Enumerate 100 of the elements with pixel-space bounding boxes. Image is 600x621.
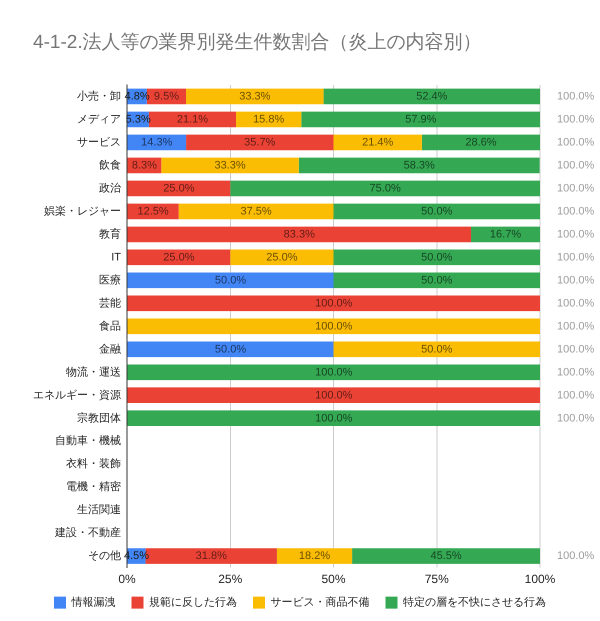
total-label: 100.0%	[557, 412, 595, 424]
bar	[230, 250, 334, 266]
chart-title: 4-1-2.法人等の業界別発生件数割合（炎上の内容別）	[33, 32, 482, 54]
bar	[128, 341, 334, 358]
data-label: 83.3%	[284, 228, 316, 240]
bar	[301, 112, 540, 128]
data-label: 37.5%	[240, 205, 272, 218]
x-tick-label: 0%	[118, 572, 136, 586]
data-label: 100.0%	[315, 320, 353, 332]
y-tick-label: 飲食	[99, 159, 121, 172]
data-label: 50.0%	[421, 251, 453, 264]
y-tick-label: 衣料・装飾	[66, 457, 121, 470]
y-tick-label: IT	[111, 251, 122, 264]
y-tick-label: エネルギー・資源	[33, 389, 121, 402]
total-label: 100.0%	[557, 182, 595, 194]
data-label: 75.0%	[370, 182, 401, 194]
data-label: 21.4%	[362, 136, 394, 148]
bar	[324, 88, 540, 104]
y-tick-label: 生活関連	[77, 503, 121, 516]
data-label: 50.0%	[214, 274, 246, 286]
data-label: 100.0%	[315, 412, 353, 424]
data-label: 35.7%	[244, 136, 276, 148]
total-label: 100.0%	[557, 366, 595, 378]
bar	[334, 250, 540, 266]
bar	[128, 250, 230, 266]
bar	[298, 158, 540, 174]
bar	[128, 134, 186, 150]
legend-label: 特定の層を不快にさせる行為	[403, 596, 546, 609]
y-tick-label: 食品	[99, 320, 121, 332]
bar	[128, 180, 230, 196]
total-label: 100.0%	[557, 550, 595, 562]
y-tick-label: サービス	[77, 136, 121, 148]
y-tick-label: 物流・運送	[66, 365, 121, 378]
data-label: 100.0%	[315, 366, 353, 378]
data-label: 16.7%	[490, 228, 522, 240]
data-label: 12.5%	[137, 205, 169, 218]
data-label: 25.0%	[163, 182, 195, 194]
bar	[128, 296, 540, 312]
y-tick-label: 小売・卸	[77, 90, 121, 103]
bar	[161, 158, 299, 174]
data-label: 31.8%	[196, 550, 228, 562]
data-label: 25.0%	[163, 251, 195, 264]
data-label: 14.3%	[141, 136, 173, 148]
y-tick-label: その他	[88, 550, 121, 562]
bar	[148, 112, 236, 128]
data-label: 45.5%	[430, 550, 462, 562]
data-label: 100.0%	[315, 389, 353, 402]
y-tick-label: 医療	[99, 273, 121, 286]
y-tick-label: 建設・不動産	[54, 526, 121, 540]
total-label: 100.0%	[557, 159, 595, 172]
y-tick-label: メディア	[77, 114, 121, 126]
total-label: 100.0%	[557, 274, 595, 286]
y-tick-label: 娯楽・レジャー	[44, 205, 121, 218]
bar	[236, 112, 302, 128]
bar	[352, 548, 540, 564]
total-label: 100.0%	[557, 228, 595, 240]
total-label: 100.0%	[557, 320, 595, 332]
x-tick-label: 100%	[524, 572, 556, 586]
data-label: 57.9%	[405, 114, 437, 126]
data-label: 50.0%	[421, 274, 453, 286]
legend-label: 情報漏洩	[70, 596, 116, 609]
y-tick-label: 教育	[99, 227, 121, 240]
y-tick-label: 政治	[99, 182, 121, 194]
bar	[334, 204, 540, 220]
data-label: 33.3%	[239, 90, 271, 103]
y-tick-label: 芸能	[99, 296, 121, 310]
total-label: 100.0%	[557, 343, 595, 356]
data-label: 8.3%	[132, 159, 158, 172]
bar	[334, 134, 422, 150]
total-label: 100.0%	[557, 389, 595, 402]
y-tick-label: 電機・精密	[66, 480, 121, 494]
bar	[422, 134, 540, 150]
bar	[128, 226, 472, 242]
data-label: 58.3%	[404, 159, 436, 172]
bar	[334, 341, 540, 358]
total-label: 100.0%	[557, 205, 595, 218]
y-tick-label: 金融	[99, 343, 121, 356]
total-label: 100.0%	[557, 90, 595, 103]
data-label: 28.6%	[465, 136, 497, 148]
data-label: 9.5%	[154, 90, 180, 103]
y-tick-label: 宗教団体	[77, 411, 121, 424]
data-label: 25.0%	[266, 251, 298, 264]
total-label: 100.0%	[557, 251, 595, 264]
data-label: 50.0%	[421, 343, 453, 356]
bar	[128, 318, 540, 334]
x-tick-label: 50%	[321, 572, 346, 586]
y-tick-label: 自動車・機械	[55, 434, 121, 448]
bar	[230, 180, 540, 196]
data-label: 15.8%	[253, 114, 284, 126]
bar	[178, 204, 334, 220]
bar	[128, 387, 540, 404]
bar	[334, 272, 540, 288]
data-label: 18.2%	[298, 550, 330, 562]
bar	[128, 410, 540, 426]
data-label: 50.0%	[421, 205, 453, 218]
data-label: 100.0%	[315, 297, 353, 310]
x-tick-label: 75%	[424, 572, 450, 586]
bar	[128, 272, 334, 288]
total-label: 100.0%	[557, 114, 595, 126]
data-label: 33.3%	[214, 159, 246, 172]
